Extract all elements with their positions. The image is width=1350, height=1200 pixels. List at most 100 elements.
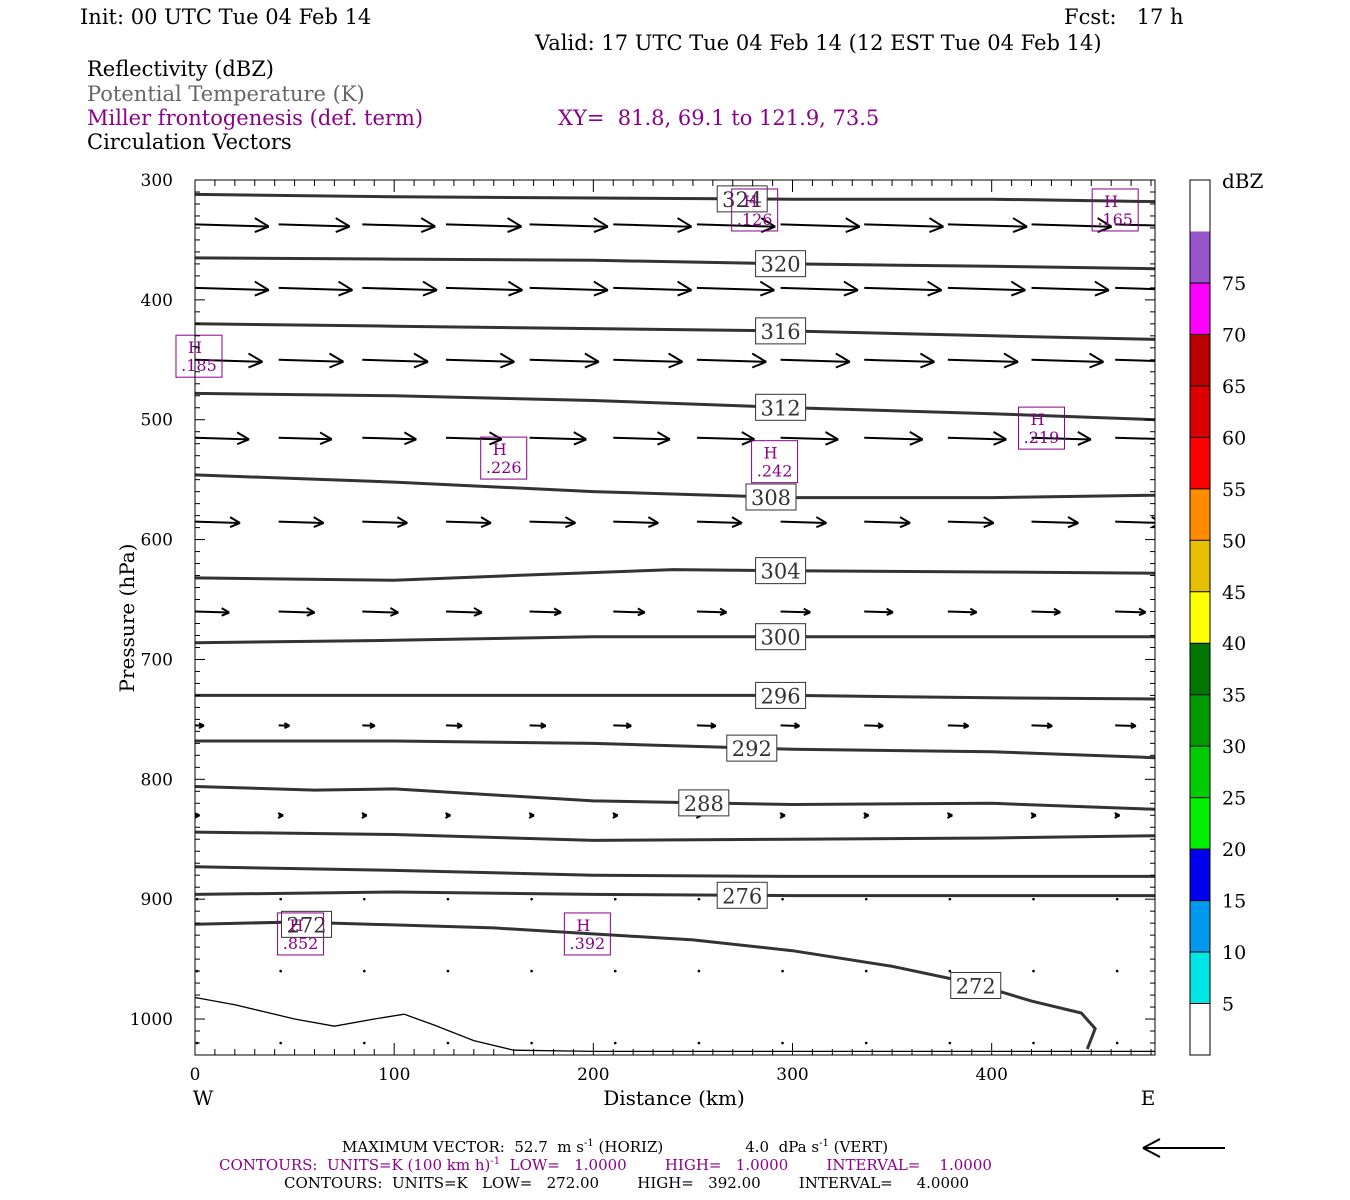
circulation-vector [279, 969, 282, 973]
circulation-vector [781, 897, 784, 901]
circulation-vector [780, 722, 800, 730]
circulation-vector [278, 516, 325, 528]
theta-contour-line [195, 322, 1155, 341]
reference-vector-arrow [1142, 1138, 1225, 1158]
frontogenesis-contour-info: CONTOURS: UNITS=K (100 km h)-1 LOW= 1.00… [219, 1157, 992, 1174]
circulation-vector [1114, 812, 1121, 819]
circulation-vector [1115, 223, 1155, 227]
circulation-vector [864, 280, 943, 297]
circulation-vector [864, 969, 868, 973]
theta-contour-line [195, 568, 1155, 582]
theta-contour-label: 276 [716, 881, 768, 909]
circulation-vector [278, 280, 353, 297]
x-axis-title: Distance (km) [603, 1086, 745, 1110]
circulation-vector [363, 897, 366, 901]
circulation-vector [696, 431, 756, 446]
frontogenesis-max-marker: H.242 [751, 440, 799, 484]
circulation-vector [948, 1041, 952, 1045]
colorbar-label: 5 [1222, 994, 1234, 1016]
colorbar-frame [1189, 179, 1211, 1056]
svg-text:308: 308 [751, 486, 791, 510]
circulation-vector [613, 969, 617, 973]
circulation-vector [195, 607, 230, 617]
y-tick-label: 1000 [130, 1010, 173, 1030]
circulation-vector [696, 722, 717, 730]
x-right-end-label: E [1141, 1086, 1156, 1110]
svg-text:.242: .242 [757, 462, 793, 481]
circulation-vector [864, 516, 911, 529]
svg-text:320: 320 [761, 253, 801, 277]
circulation-vector [613, 352, 684, 369]
colorbar-label: 60 [1222, 427, 1246, 449]
circulation-vector [1032, 1041, 1035, 1045]
circulation-vector [445, 431, 503, 446]
frontogenesis-max-marker: H.219 [1017, 406, 1065, 450]
valid-time: Valid: 17 UTC Tue 04 Feb 14 (12 EST Tue … [535, 31, 1102, 55]
colorbar-label: 35 [1222, 685, 1246, 707]
theta-contour-line [195, 473, 1155, 500]
max-vector-horiz-exponent: -1 [584, 1138, 594, 1149]
max-vector-vert: 4.0 dPa s [745, 1138, 820, 1156]
circulation-vector [445, 516, 492, 528]
circulation-vector [529, 431, 587, 446]
circulation-vector [947, 516, 995, 529]
circulation-vector [445, 352, 515, 369]
circulation-vector [864, 431, 924, 446]
svg-text:H: H [290, 916, 304, 935]
max-vector-horiz: MAXIMUM VECTOR: 52.7 m s [342, 1138, 584, 1156]
circulation-vector [1115, 722, 1137, 730]
colorbar-swatch [1190, 437, 1210, 489]
theta-contour-info: CONTOURS: UNITS=K LOW= 272.00 HIGH= 392.… [284, 1174, 970, 1192]
frontogenesis-max-marker: H.165 [1091, 188, 1139, 232]
svg-text:272: 272 [286, 913, 326, 937]
circulation-vector [696, 280, 775, 297]
circulation-vector [947, 722, 970, 730]
frontogenesis-max-marker: H.226 [480, 436, 528, 480]
svg-text:H: H [1104, 192, 1118, 211]
circulation-vector [697, 1041, 701, 1045]
forecast-hour: Fcst: 17 h [1064, 5, 1184, 29]
circulation-vector [696, 352, 767, 369]
x-tick-label: 100 [378, 1065, 410, 1085]
colorbar-label: 65 [1222, 376, 1246, 398]
colorbar-label: 50 [1222, 530, 1246, 552]
circulation-vector [697, 969, 701, 973]
circulation-vector [445, 280, 523, 297]
colorbar-swatch [1190, 180, 1210, 232]
circulation-vector [361, 812, 368, 819]
theta-contour-line [195, 635, 1155, 645]
circulation-vector [278, 431, 333, 446]
frontogenesis-units-exponent: -1 [490, 1156, 501, 1167]
x-tick-label: 400 [975, 1065, 1007, 1085]
colorbar-label: 15 [1222, 891, 1246, 913]
circulation-vector [1115, 286, 1155, 291]
circulation-vector [1115, 969, 1119, 973]
circulation-vector [278, 607, 316, 617]
circulation-vector [362, 352, 429, 369]
svg-text:H: H [764, 444, 778, 463]
y-tick-label: 300 [141, 171, 173, 191]
y-tick-label: 900 [141, 890, 173, 910]
circulation-vector [948, 969, 952, 973]
frontogenesis-max-marker: H.185 [175, 334, 223, 378]
circulation-vector [530, 1041, 533, 1045]
theta-contour-line [195, 391, 1155, 422]
theta-contour-label: 324 [716, 185, 768, 213]
theta-contour-line [195, 192, 1155, 204]
circulation-vector [1032, 897, 1035, 901]
x-left-end-label: W [193, 1086, 214, 1110]
circulation-vector [446, 1041, 450, 1045]
x-tick-label: 0 [190, 1065, 201, 1085]
circulation-vector [195, 280, 270, 297]
circulation-vector [947, 217, 1028, 233]
x-tick-label: 200 [577, 1065, 609, 1085]
max-vector-vert-exponent: -1 [819, 1138, 829, 1149]
circulation-vector [781, 1041, 784, 1045]
circulation-vector [445, 217, 523, 233]
circulation-vector [277, 812, 284, 819]
circulation-vector [1031, 516, 1079, 529]
circulation-vector [529, 352, 600, 369]
max-vector-vert-tag: (VERT) [828, 1138, 889, 1156]
circulation-vector [278, 217, 351, 233]
